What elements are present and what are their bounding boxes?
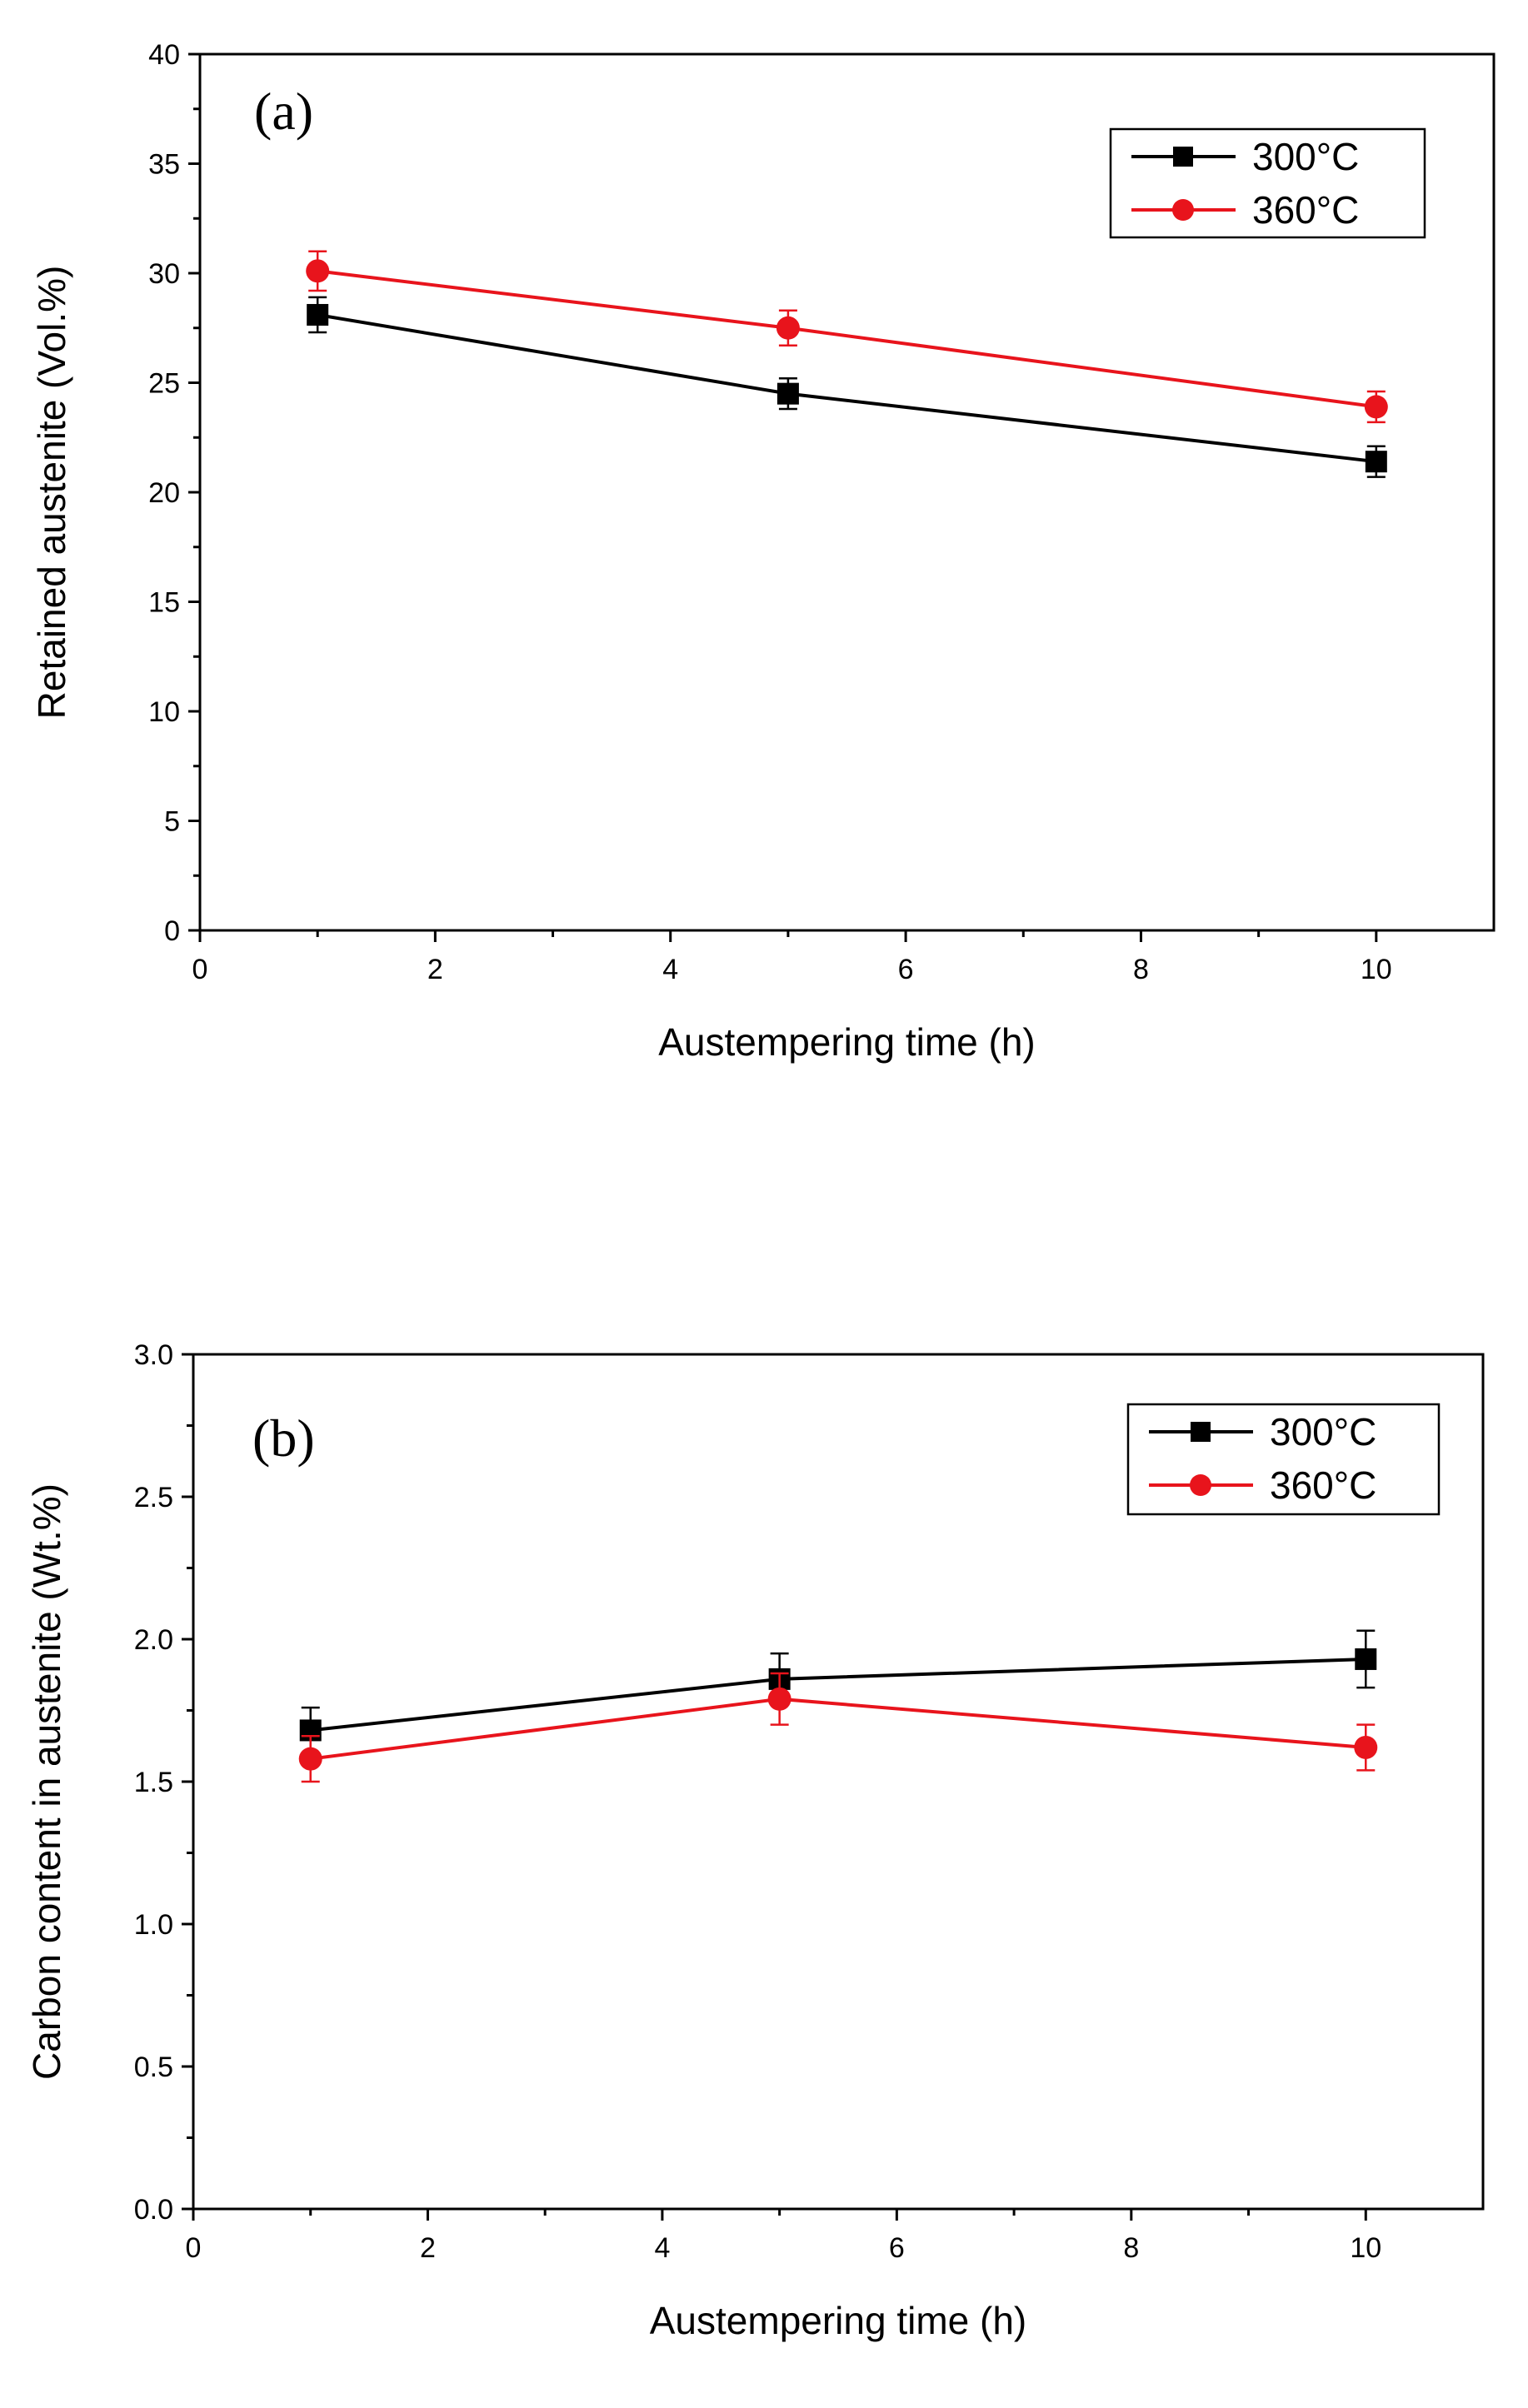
y-tick-label: 3.0	[134, 1339, 173, 1371]
legend-box	[1109, 127, 1426, 239]
legend-label: 300°C	[1270, 1410, 1376, 1453]
data-point-square	[1355, 1648, 1377, 1670]
y-tick-label: 2.0	[134, 1624, 173, 1656]
x-tick-label: 10	[1361, 954, 1392, 985]
x-axis-title: Austempering time (h)	[650, 2299, 1027, 2342]
x-tick-label: 4	[654, 2232, 670, 2264]
y-tick-label: 15	[148, 587, 180, 619]
y-tick-label: 1.0	[134, 1909, 173, 1941]
data-point-circle	[298, 1747, 322, 1771]
legend-marker-circle	[1190, 1474, 1211, 1496]
y-tick-label: 30	[148, 258, 180, 290]
x-tick-label: 4	[662, 954, 678, 985]
legend-marker-circle	[1172, 199, 1194, 221]
x-axis-title: Austempering time (h)	[658, 1020, 1036, 1064]
data-point-circle	[1364, 395, 1388, 419]
y-tick-label: 10	[148, 696, 180, 728]
data-point-square	[307, 303, 329, 326]
y-tick-label: 1.5	[134, 1767, 173, 1798]
legend-label: 300°C	[1252, 135, 1359, 178]
x-tick-label: 2	[420, 2232, 436, 2264]
y-tick-label: 25	[148, 368, 180, 400]
x-tick-label: 6	[898, 954, 914, 985]
x-tick-label: 6	[889, 2232, 905, 2264]
series-1	[298, 1672, 1378, 1783]
x-tick-label: 10	[1350, 2232, 1381, 2264]
y-tick-label: 35	[148, 149, 180, 181]
chart-panel-0: 0 2 4 6 8 10 0 5 10 15 20 25 30 35 40 Austempering time…	[30, 39, 1496, 1064]
data-point-circle	[776, 316, 800, 340]
panel-label: (b)	[252, 1408, 315, 1468]
legend-item-0: 300°C	[1149, 1410, 1376, 1453]
x-tick-label: 0	[186, 2232, 202, 2264]
data-point-circle	[306, 259, 330, 283]
y-tick-label: 2.5	[134, 1482, 173, 1513]
y-axis-title: Carbon content in austenite (Wt.%)	[25, 1483, 68, 2080]
legend: 300°C 360°C	[1109, 127, 1426, 239]
series-0	[307, 296, 1387, 478]
y-axis-title: Retained austenite (Vol.%)	[30, 266, 73, 720]
legend-item-0: 300°C	[1131, 135, 1359, 178]
series-1	[306, 250, 1388, 424]
data-point-square	[776, 382, 799, 405]
y-tick-label: 0	[164, 915, 180, 947]
y-tick-label: 0.0	[134, 2194, 173, 2226]
y-tick-label: 0.5	[134, 2052, 173, 2083]
legend-label: 360°C	[1270, 1463, 1376, 1507]
y-tick-label: 5	[164, 806, 180, 838]
legend-box	[1126, 1403, 1441, 1516]
x-tick-label: 8	[1123, 2232, 1139, 2264]
legend-label: 360°C	[1252, 188, 1359, 232]
data-point-circle	[767, 1687, 791, 1711]
chart-panel-1: 0 2 4 6 8 10 0.0 0.5 1.0 1.5 2.0 2.5 3.0 Austempering…	[25, 1339, 1485, 2342]
legend: 300°C 360°C	[1126, 1403, 1441, 1516]
x-tick-label: 8	[1133, 954, 1149, 985]
panel-label: (a)	[254, 82, 313, 141]
legend-marker-square	[1173, 147, 1193, 167]
x-tick-label: 0	[192, 954, 208, 985]
y-tick-label: 40	[148, 39, 180, 71]
x-tick-label: 2	[427, 954, 443, 985]
y-tick-label: 20	[148, 477, 180, 509]
legend-item-1: 360°C	[1149, 1463, 1376, 1507]
data-point-circle	[1354, 1735, 1378, 1759]
legend-item-1: 360°C	[1131, 188, 1359, 232]
legend-marker-square	[1191, 1422, 1211, 1442]
data-point-square	[1365, 451, 1387, 473]
